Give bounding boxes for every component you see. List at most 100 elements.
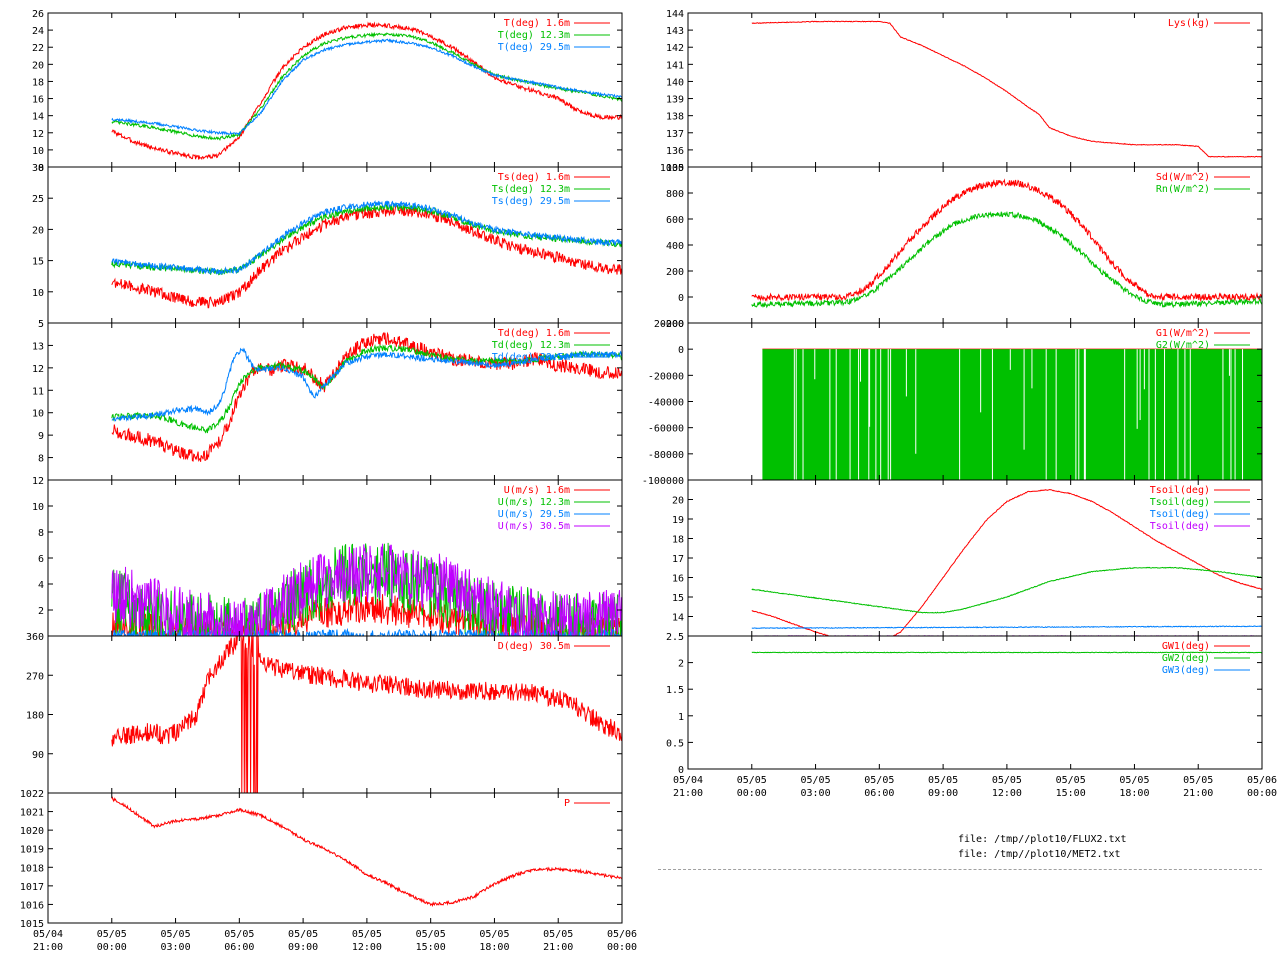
y-tick-label: 137: [666, 129, 684, 140]
y-tick-label: 13: [32, 341, 44, 352]
y-tick-label: 2.5: [666, 632, 684, 643]
series-wind-direction-0: [111, 636, 622, 793]
y-tick-label: 16: [32, 95, 44, 106]
legend-label: Sd(W/m^2): [1156, 172, 1210, 183]
x-tick-date: 05/06: [607, 929, 637, 940]
y-tick-label: 20: [32, 60, 44, 71]
y-tick-label: 12: [32, 476, 44, 487]
x-tick-date: 05/05: [543, 929, 573, 940]
chart-radiation: -200 0 200 400 600 800 1000 Sd(W/m^2)Rn(W/m^2): [660, 163, 1263, 330]
x-tick-time: 00:00: [737, 788, 767, 799]
y-tick-label: 1017: [20, 882, 44, 893]
series-dewpoint-0: [111, 331, 622, 463]
y-tick-label: 18: [672, 535, 684, 546]
y-tick-label: 2: [678, 659, 684, 670]
y-tick-label: 16: [672, 574, 684, 585]
y-tick-label: 9: [38, 431, 44, 442]
series-wind-speed-3: [111, 543, 622, 636]
legend-label: U(m/s) 12.3m: [498, 497, 570, 508]
y-tick-label: 12: [32, 364, 44, 375]
series-ground-water-1: [751, 651, 1262, 654]
y-tick-label: 14: [32, 112, 44, 123]
y-tick-label: 1018: [20, 863, 44, 874]
plot-area: [688, 636, 1262, 769]
y-tick-label: 20: [672, 496, 684, 507]
y-tick-label: 10: [32, 409, 44, 420]
series-radiation-1: [751, 210, 1262, 309]
y-tick-label: 10: [32, 146, 44, 157]
y-tick-label: 20000: [654, 319, 684, 330]
file-note-flux: file: /tmp//plot10/FLUX2.txt: [958, 834, 1127, 845]
series-soil-temp-0: [751, 488, 1262, 636]
y-tick-label: 17: [672, 554, 684, 565]
y-tick-label: 270: [26, 671, 44, 682]
y-tick-label: 1: [678, 712, 684, 723]
series-dewpoint-1: [111, 343, 622, 434]
x-tick-time: 21:00: [543, 942, 573, 953]
plot-frame: [687, 12, 1263, 168]
y-tick-label: 141: [666, 60, 684, 71]
y-tick-label: 139: [666, 95, 684, 106]
y-tick-label: 1019: [20, 845, 44, 856]
y-tick-label: 138: [666, 112, 684, 123]
y-tick-label: 1000: [660, 163, 684, 174]
y-tick-label: 15: [672, 593, 684, 604]
plot-frame: [687, 635, 1263, 770]
y-tick-label: 19: [672, 515, 684, 526]
chart-soil-heat-flux: -100000 -80000 -60000 -40000 -20000 0 20000 G1(…: [642, 319, 1263, 487]
legend-label: GW1(deg): [1162, 641, 1210, 652]
series-sonic-temp-0: [111, 204, 622, 309]
plot-area: [111, 636, 622, 793]
x-tick-time: 12:00: [352, 942, 382, 953]
separator-line: [658, 869, 1262, 870]
legend-label: Tsoil(deg): [1150, 509, 1210, 520]
y-tick-label: 2: [38, 606, 44, 617]
x-tick-date: 05/04: [33, 929, 63, 940]
x-tick-time: 15:00: [1056, 788, 1086, 799]
chart-air-temp: 8 10 12 14 16 18 20 22 24 26 T(deg) 1.6mT(deg) 12.…: [32, 9, 623, 174]
y-tick-label: 136: [666, 146, 684, 157]
legend-label: T(deg) 1.6m: [504, 18, 570, 29]
y-tick-label: 18: [32, 77, 44, 88]
y-tick-label: -40000: [648, 398, 684, 409]
legend-label: P: [564, 798, 570, 809]
legend-label: T(deg) 29.5m: [498, 42, 570, 53]
x-tick-time: 09:00: [928, 788, 958, 799]
y-tick-label: 135: [666, 163, 684, 174]
y-tick-label: 4: [38, 580, 44, 591]
y-tick-label: 12: [32, 129, 44, 140]
y-tick-label: -100000: [642, 476, 684, 487]
y-tick-label: 0: [678, 293, 684, 304]
x-tick-date: 05/05: [479, 929, 509, 940]
plot-area: [111, 331, 622, 463]
x-tick-date: 05/05: [801, 775, 831, 786]
legend-label: Td(deg) 29.5m: [492, 352, 570, 363]
x-tick-time: 00:00: [97, 942, 127, 953]
y-tick-label: 22: [32, 43, 44, 54]
file-note-met: file: /tmp//plot10/MET2.txt: [958, 849, 1121, 860]
legend-label: GW3(deg): [1162, 665, 1210, 676]
x-tick-time: 15:00: [416, 942, 446, 953]
series-pressure-0: [111, 796, 622, 908]
y-tick-label: 20: [32, 225, 44, 236]
y-tick-label: 1022: [20, 789, 44, 800]
x-tick-date: 05/05: [224, 929, 254, 940]
plot-frame: [47, 635, 623, 794]
y-tick-label: 90: [32, 750, 44, 761]
y-tick-label: 11: [32, 386, 44, 397]
x-tick-time: 12:00: [992, 788, 1022, 799]
x-tick-time: 18:00: [479, 942, 509, 953]
x-tick-date: 05/05: [161, 929, 191, 940]
legend-label: Lys(kg): [1168, 18, 1210, 29]
legend-label: T(deg) 12.3m: [498, 30, 570, 41]
y-tick-label: 1015: [20, 919, 44, 930]
legend-label: Rn(W/m^2): [1156, 184, 1210, 195]
x-tick-time: 21:00: [673, 788, 703, 799]
y-tick-label: 1020: [20, 826, 44, 837]
chart-soil-temp: 14151617181920Tsoil(deg)Tsoil(deg)Tsoil(…: [672, 479, 1263, 637]
x-tick-date: 05/06: [1247, 775, 1277, 786]
y-tick-label: 200: [666, 267, 684, 278]
y-tick-label: 800: [666, 189, 684, 200]
x-tick-time: 06:00: [864, 788, 894, 799]
